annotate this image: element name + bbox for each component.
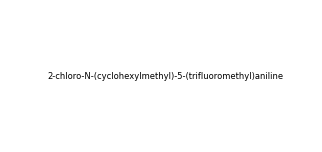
Text: 2-chloro-N-(cyclohexylmethyl)-5-(trifluoromethyl)aniline: 2-chloro-N-(cyclohexylmethyl)-5-(trifluo… [47,72,283,81]
